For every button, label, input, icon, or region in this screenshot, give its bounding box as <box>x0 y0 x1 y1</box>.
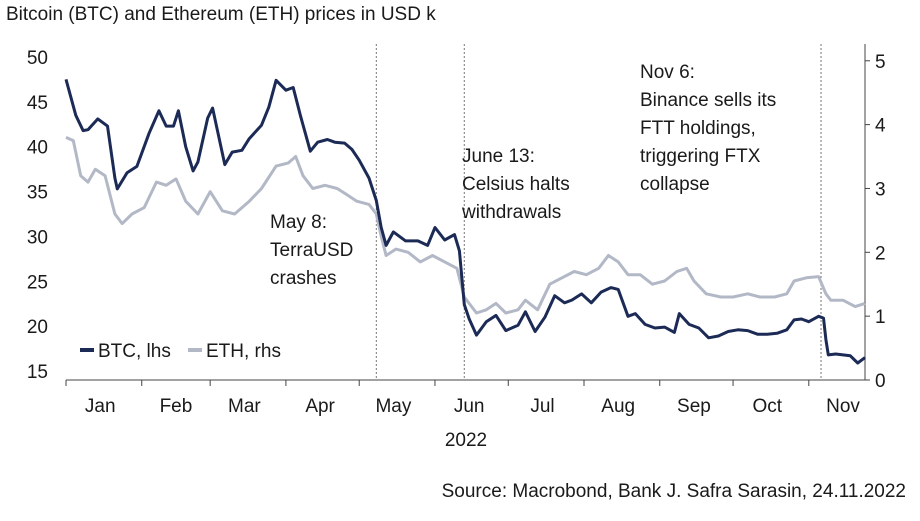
y-right-tick-label: 1 <box>875 307 886 328</box>
event-annotation-line: crashes <box>270 268 337 289</box>
event-annotation-line: triggering FTX <box>640 146 761 167</box>
chart-title: Bitcoin (BTC) and Ethereum (ETH) prices … <box>6 4 436 25</box>
legend-label: BTC, lhs <box>98 341 171 362</box>
event-annotations: May 8: TerraUSD crashes June 13: Celsius hal… <box>270 62 776 289</box>
x-tick-label: Nov <box>826 396 860 417</box>
y-left-axis-ticks: 15 20 25 30 35 40 45 50 <box>27 48 48 383</box>
event-annotation-line: TerraUSD <box>270 240 353 261</box>
axes <box>66 44 866 381</box>
eth-series-line <box>65 136 866 315</box>
x-axis-title: 2022 <box>445 430 487 451</box>
y-left-tick-label: 25 <box>27 272 48 293</box>
y-left-tick-label: 40 <box>27 138 48 159</box>
y-right-tick-label: 0 <box>875 371 886 392</box>
x-tick-label: Jul <box>530 396 554 417</box>
event-annotation-line: May 8: <box>270 212 327 233</box>
y-left-tick-label: 30 <box>27 227 48 248</box>
y-left-tick-label: 15 <box>27 362 48 383</box>
y-left-tick-label: 20 <box>27 317 48 338</box>
event-annotation-line: Celsius halts <box>462 174 570 195</box>
legend-label: ETH, rhs <box>206 341 281 362</box>
series-lines <box>64 78 866 365</box>
y-right-tick-label: 2 <box>875 243 886 264</box>
x-tick-label: Oct <box>752 396 782 417</box>
x-tick-label: Apr <box>305 396 335 417</box>
y-left-tick-label: 45 <box>27 93 48 114</box>
y-left-tick-label: 50 <box>27 48 48 69</box>
x-tick-label: Feb <box>160 396 193 417</box>
event-annotation-line: June 13: <box>462 146 535 167</box>
y-right-tick-label: 5 <box>875 52 886 73</box>
x-tick-label: May <box>375 396 411 417</box>
x-tick-label: Jan <box>85 396 116 417</box>
y-right-tick-label: 4 <box>875 116 886 137</box>
event-annotation-line: withdrawals <box>461 202 561 223</box>
y-left-tick-label: 35 <box>27 183 48 204</box>
event-annotation-line: Nov 6: <box>640 62 695 83</box>
x-axis-ticks: Jan Feb Mar Apr May Jun Jul Aug Sep Oct Nov <box>65 380 860 417</box>
x-tick-label: Jun <box>454 396 485 417</box>
y-right-tick-label: 3 <box>875 179 886 200</box>
legend: BTC, lhs ETH, rhs <box>80 341 281 362</box>
event-annotation-line: collapse <box>640 174 710 195</box>
btc-series-line <box>64 78 866 365</box>
x-tick-label: Sep <box>677 396 711 417</box>
x-tick-label: Aug <box>601 396 635 417</box>
event-annotation-line: FTT holdings, <box>640 118 756 139</box>
x-tick-label: Mar <box>228 396 261 417</box>
event-annotation-line: Binance sells its <box>640 90 776 111</box>
chart-source: Source: Macrobond, Bank J. Safra Sarasin… <box>441 481 906 502</box>
y-right-axis-ticks: 0 1 2 3 4 5 <box>865 52 886 392</box>
